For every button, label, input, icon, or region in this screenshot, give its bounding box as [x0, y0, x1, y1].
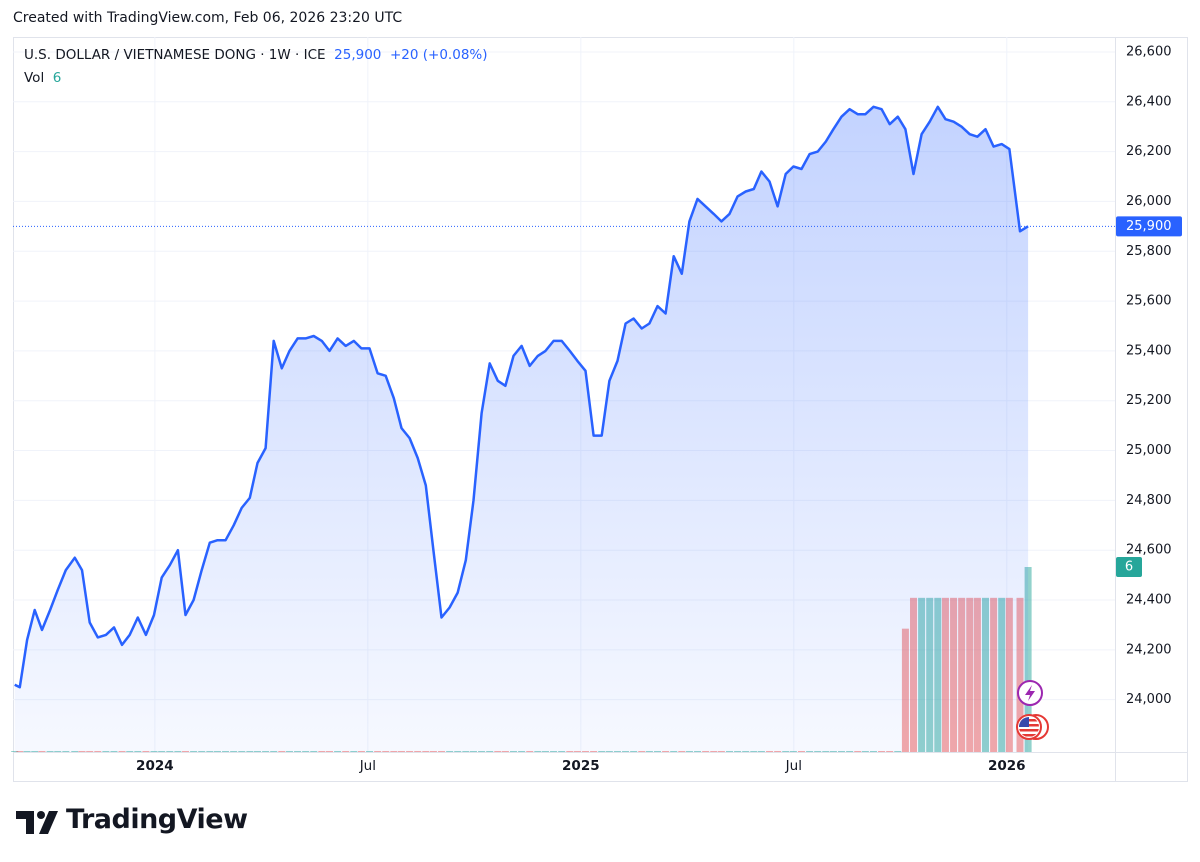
- logo-icon: [16, 811, 58, 834]
- y-tick-label: 26,600: [1126, 44, 1172, 59]
- y-tick-label: 25,400: [1126, 343, 1172, 358]
- volume-tag-label: 6: [1125, 560, 1133, 575]
- x-tick-label: 2025: [562, 758, 600, 774]
- event-icon: [1017, 680, 1043, 706]
- y-tick-label: 25,600: [1126, 294, 1172, 309]
- last-price-tag: [1116, 216, 1182, 237]
- y-tick-label: 24,800: [1126, 493, 1172, 508]
- y-tick-label: 24,200: [1126, 642, 1172, 657]
- x-tick-label: 2024: [136, 758, 174, 774]
- x-tick-label: Jul: [359, 758, 376, 774]
- axes: 24,000 24,200 24,400 24,600 24,800 25,000 25,2…: [136, 44, 1182, 774]
- volume-bar: [1024, 567, 1032, 752]
- y-tick-label: 26,400: [1126, 94, 1172, 109]
- volume-last: 6: [52, 70, 62, 86]
- volume-legend: Vol 6: [24, 70, 61, 86]
- volume-name: Vol: [24, 70, 45, 86]
- symbol-title: U.S. DOLLAR / VIETNAMESE DONG · 1W · ICE: [24, 47, 326, 63]
- area-fill: [14, 106, 1029, 753]
- chart-frame: [13, 37, 1188, 782]
- y-tick-label: 24,600: [1126, 543, 1172, 558]
- y-tick-label: 26,000: [1126, 194, 1172, 209]
- y-tick-label: 24,400: [1126, 593, 1172, 608]
- y-tick-label: 25,000: [1126, 443, 1172, 458]
- y-tick-label: 25,200: [1126, 393, 1172, 408]
- x-tick-label: 2026: [988, 758, 1026, 774]
- caption: Created with TradingView.com, Feb 06, 20…: [13, 10, 403, 26]
- y-tick-label: 24,000: [1126, 692, 1172, 707]
- price-line: [14, 105, 1029, 689]
- last-price: 25,900: [334, 47, 382, 63]
- legend: U.S. DOLLAR / VIETNAMESE DONG · 1W · ICE…: [24, 47, 488, 63]
- logo-text: TradingView: [66, 804, 248, 835]
- last-price-tag-label: 25,900: [1126, 219, 1172, 234]
- y-tick-label: 25,800: [1126, 244, 1172, 259]
- volume-tag: [1116, 557, 1142, 577]
- y-tick-label: 26,200: [1126, 144, 1172, 159]
- event-icon: [1016, 714, 1049, 740]
- plot: [11, 105, 1115, 753]
- price-change: +20 (+0.08%): [389, 47, 488, 63]
- x-tick-label: Jul: [785, 758, 802, 774]
